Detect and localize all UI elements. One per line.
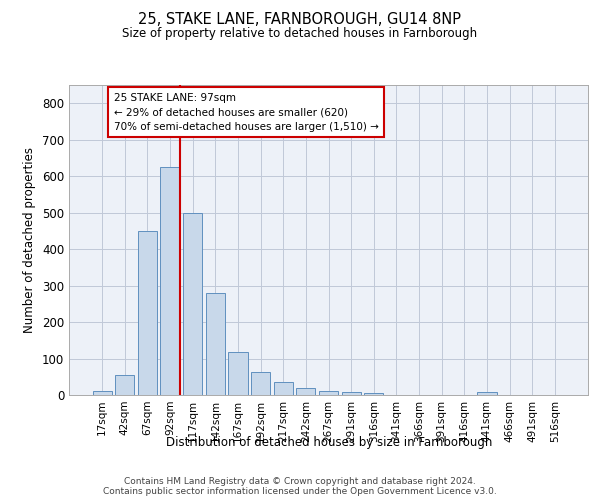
- Bar: [296, 388, 316, 395]
- Bar: [115, 375, 134, 395]
- Bar: [206, 293, 225, 395]
- Text: Contains public sector information licensed under the Open Government Licence v3: Contains public sector information licen…: [103, 487, 497, 496]
- Bar: [251, 372, 270, 395]
- Y-axis label: Number of detached properties: Number of detached properties: [23, 147, 37, 333]
- Bar: [183, 212, 202, 395]
- Text: 25 STAKE LANE: 97sqm
← 29% of detached houses are smaller (620)
70% of semi-deta: 25 STAKE LANE: 97sqm ← 29% of detached h…: [113, 92, 379, 132]
- Bar: [319, 392, 338, 395]
- Bar: [138, 231, 157, 395]
- Bar: [160, 167, 180, 395]
- Bar: [341, 392, 361, 395]
- Text: Size of property relative to detached houses in Farnborough: Size of property relative to detached ho…: [122, 28, 478, 40]
- Bar: [477, 392, 497, 395]
- Bar: [92, 390, 112, 395]
- Text: Distribution of detached houses by size in Farnborough: Distribution of detached houses by size …: [166, 436, 492, 449]
- Bar: [364, 393, 383, 395]
- Text: Contains HM Land Registry data © Crown copyright and database right 2024.: Contains HM Land Registry data © Crown c…: [124, 477, 476, 486]
- Bar: [274, 382, 293, 395]
- Text: 25, STAKE LANE, FARNBOROUGH, GU14 8NP: 25, STAKE LANE, FARNBOROUGH, GU14 8NP: [139, 12, 461, 28]
- Bar: [229, 352, 248, 395]
